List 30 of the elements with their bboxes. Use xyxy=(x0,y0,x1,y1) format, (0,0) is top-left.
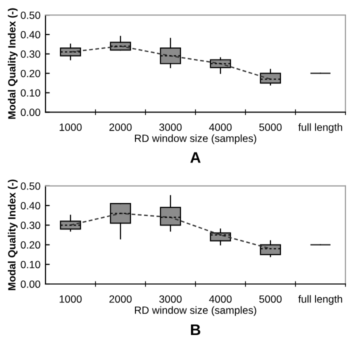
x-tick-label: 1000 xyxy=(60,124,82,131)
y-tick-label: 0.20 xyxy=(20,70,40,78)
y-tick-label: 0.40 xyxy=(20,31,40,38)
x-tick-label: 5000 xyxy=(259,295,282,303)
x-axis-title: RD window size (samples) xyxy=(134,134,256,144)
x-tick-label: 1000 xyxy=(60,295,82,303)
y-tick-label: 0.20 xyxy=(20,241,40,249)
x-tick-label: 2000 xyxy=(109,124,132,131)
y-axis-title: Modal Quality Index (-) xyxy=(8,180,18,290)
y-tick-label: 0.30 xyxy=(20,222,40,230)
text: A xyxy=(190,152,201,163)
x-axis-title: RD window size (samples) xyxy=(134,306,256,316)
x-tick-label: 2000 xyxy=(109,295,132,303)
x-tick-label: 4000 xyxy=(209,295,232,303)
y-tick-label: 0.10 xyxy=(20,89,40,97)
y-tick-label: 0.30 xyxy=(20,50,40,58)
y-axis-title: Modal Quality Index (-) xyxy=(8,8,18,119)
y-tick-label: 0.00 xyxy=(20,108,40,116)
x-tick-label: 3000 xyxy=(159,295,182,303)
text: B xyxy=(190,324,200,336)
y-tick-label: 0.50 xyxy=(20,12,40,19)
y-tick-label: 0.00 xyxy=(20,280,40,288)
x-tick-label: 4000 xyxy=(209,124,232,131)
x-tick-label: full length xyxy=(298,295,342,305)
y-tick-label: 0.10 xyxy=(20,260,40,268)
y-tick-label: 0.40 xyxy=(20,202,40,210)
x-tick-label: 5000 xyxy=(259,124,282,131)
x-tick-label: full length xyxy=(298,123,342,133)
y-tick-label: 0.50 xyxy=(20,182,40,190)
x-tick-label: 3000 xyxy=(159,124,182,131)
